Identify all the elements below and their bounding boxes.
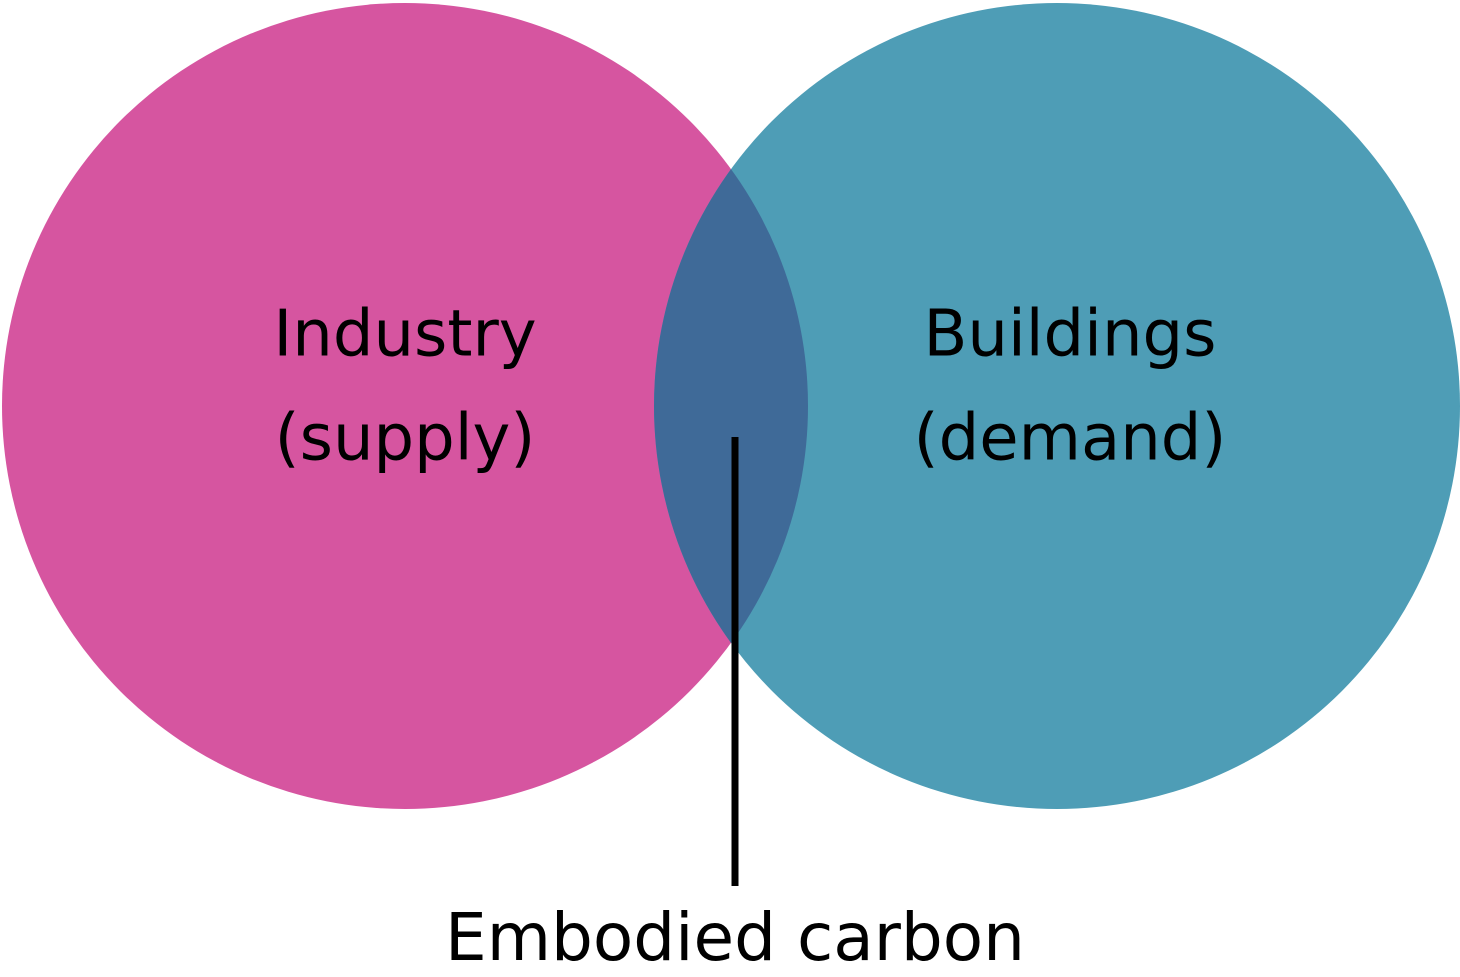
industry-circle — [2, 3, 808, 809]
set-label: Industry — [273, 298, 536, 372]
set-label: (supply) — [275, 402, 536, 476]
set-label: (demand) — [914, 402, 1227, 476]
buildings-circle — [654, 3, 1460, 809]
set-label: Buildings — [924, 298, 1217, 372]
intersection-label: Embodied carbon — [445, 899, 1025, 976]
